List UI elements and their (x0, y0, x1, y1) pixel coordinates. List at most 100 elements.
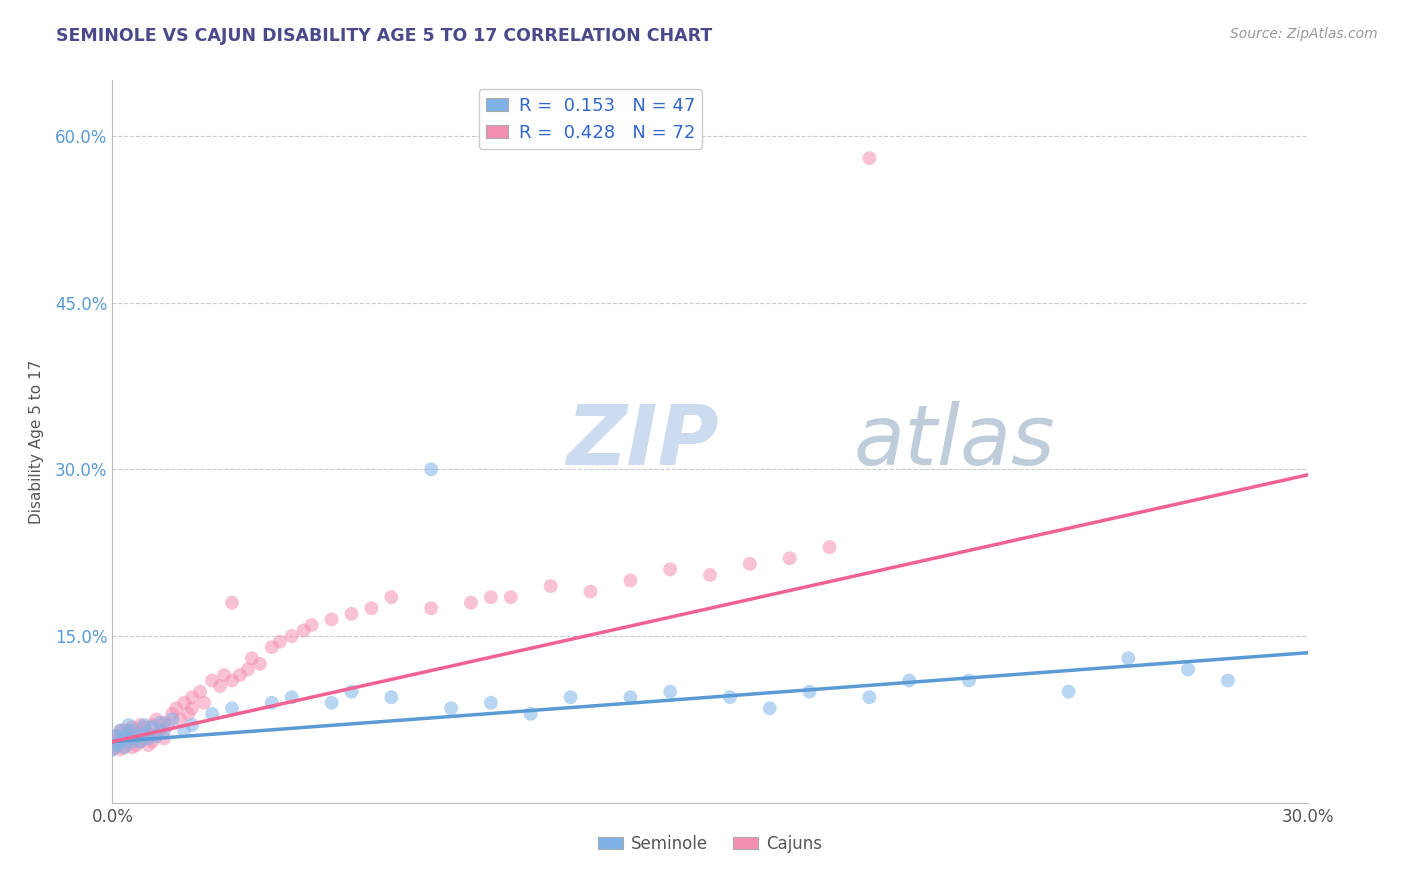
Point (321, 696, 343, 710)
Point (129, 734, 152, 748)
Point (105, 729, 128, 743)
Point (117, 718, 139, 732)
Point (117, 723, 139, 738)
Point (110, 723, 132, 738)
Point (260, 640, 283, 655)
Point (101, 742, 124, 756)
Point (201, 706, 224, 721)
Point (281, 690, 304, 705)
Point (105, 740, 128, 755)
Point (957, 673, 980, 688)
Point (134, 731, 156, 746)
Point (898, 673, 921, 688)
Point (145, 729, 167, 743)
Point (699, 568, 721, 582)
Legend: Seminole, Cajuns: Seminole, Cajuns (591, 828, 830, 860)
Point (114, 731, 135, 746)
Point (360, 601, 382, 615)
Point (659, 684, 682, 698)
Point (149, 723, 172, 738)
Point (479, 590, 502, 604)
Point (162, 713, 183, 727)
Point (249, 657, 271, 671)
Point (114, 729, 135, 743)
Point (479, 696, 502, 710)
Point (560, 690, 582, 705)
Point (114, 723, 135, 738)
Point (269, 634, 291, 648)
Point (153, 731, 176, 746)
Point (141, 734, 163, 748)
Point (110, 734, 132, 748)
Point (129, 718, 152, 732)
Point (114, 740, 135, 755)
Point (779, 551, 801, 566)
Point (141, 720, 163, 734)
Point (221, 596, 243, 610)
Point (134, 720, 156, 734)
Point (121, 734, 143, 748)
Point (818, 540, 841, 554)
Point (134, 727, 156, 741)
Point (138, 738, 160, 752)
Point (340, 684, 363, 698)
Point (659, 562, 682, 576)
Point (229, 668, 252, 682)
Point (212, 668, 235, 682)
Point (321, 612, 343, 626)
Point (380, 590, 402, 604)
Point (499, 590, 522, 604)
Point (380, 690, 402, 705)
Point (858, 151, 880, 165)
Point (165, 701, 187, 715)
Point (162, 706, 183, 721)
Point (153, 715, 176, 730)
Point (117, 731, 139, 746)
Point (221, 673, 243, 688)
Point (738, 557, 761, 571)
Point (540, 579, 562, 593)
Point (188, 684, 211, 698)
Point (141, 718, 163, 732)
Point (759, 701, 782, 715)
Point (105, 734, 128, 748)
Point (292, 624, 315, 638)
Point (138, 731, 160, 746)
Point (134, 718, 156, 732)
Point (121, 723, 143, 738)
Point (177, 706, 200, 721)
Point (145, 729, 167, 743)
Point (121, 720, 143, 734)
Point (149, 715, 172, 730)
Point (125, 729, 148, 743)
Point (340, 607, 363, 621)
Point (420, 601, 443, 615)
Point (579, 584, 602, 599)
Point (619, 690, 641, 705)
Point (440, 701, 463, 715)
Point (129, 734, 152, 748)
Text: Source: ZipAtlas.com: Source: ZipAtlas.com (1230, 27, 1378, 41)
Point (799, 684, 821, 698)
Point (221, 701, 243, 715)
Point (110, 723, 132, 738)
Point (240, 651, 263, 665)
Point (1118, 651, 1140, 665)
Point (1177, 662, 1199, 676)
Point (718, 690, 741, 705)
Point (153, 723, 176, 738)
Point (157, 718, 180, 732)
Point (201, 673, 224, 688)
Point (138, 727, 160, 741)
Point (301, 618, 323, 632)
Point (260, 696, 283, 710)
Point (110, 734, 132, 748)
Point (520, 706, 543, 721)
Point (169, 713, 191, 727)
Point (858, 690, 880, 705)
Point (193, 696, 215, 710)
Point (101, 742, 124, 756)
Point (209, 679, 232, 693)
Point (460, 596, 482, 610)
Point (114, 740, 135, 755)
